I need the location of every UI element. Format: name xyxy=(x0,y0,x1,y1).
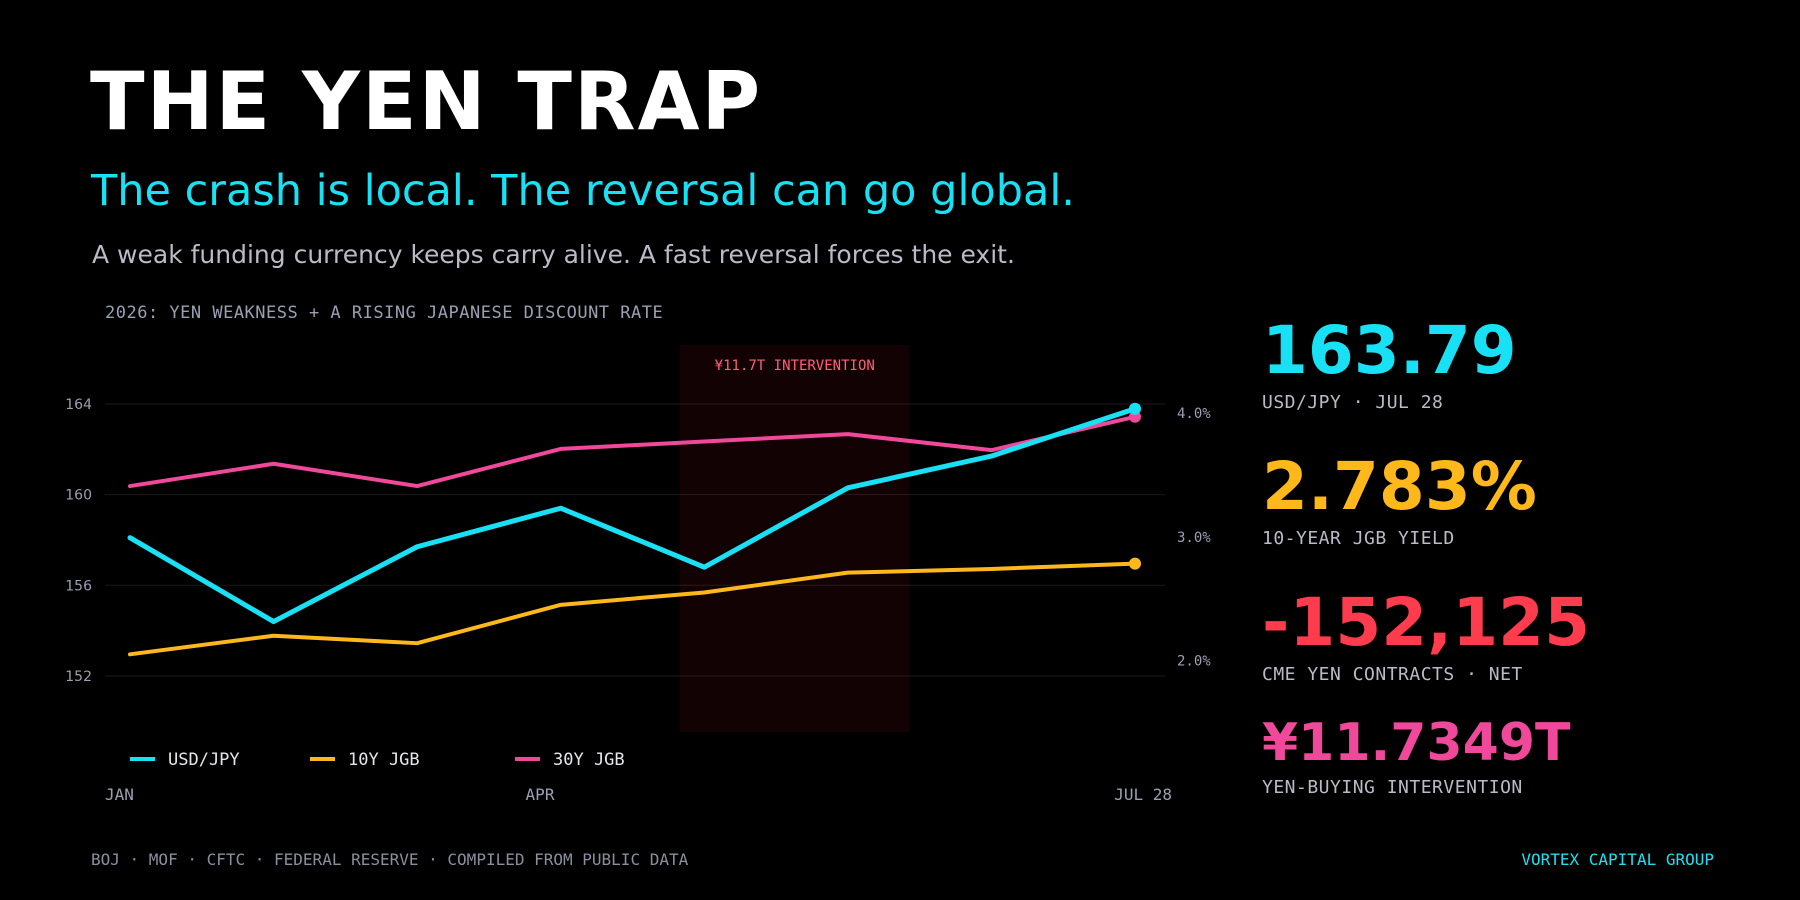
stat-jgb-yield-value: 2.783% xyxy=(1262,448,1537,525)
page-subtitle: The crash is local. The reversal can go … xyxy=(91,166,1075,216)
series-line-1 xyxy=(128,561,1137,657)
footer-brand[interactable]: VORTEX CAPITAL GROUP xyxy=(1521,850,1714,869)
line-chart: ¥11.7T INTERVENTION 152 156 160 164 2.0% 3.0% 4… xyxy=(65,345,1211,804)
y-tick-left-152: 152 xyxy=(65,669,92,685)
page-title: THE YEN TRAP xyxy=(90,55,763,148)
y-tick-right-0: 2.0% xyxy=(1177,654,1211,670)
x-tick-0: JAN xyxy=(105,785,134,804)
chart-heading: 2026: YEN WEAKNESS + A RISING JAPANESE D… xyxy=(105,303,664,323)
stat-cme-contracts-label: CME YEN CONTRACTS · NET xyxy=(1262,664,1523,685)
stat-usdjpy: 163.79 USD/JPY · JUL 28 xyxy=(1262,312,1517,414)
x-tick-1: APR xyxy=(526,785,555,804)
stat-jgb-yield-label: 10-YEAR JGB YIELD xyxy=(1262,528,1455,549)
y-tick-right-2: 4.0% xyxy=(1177,406,1211,422)
stat-jgb-yield: 2.783% 10-YEAR JGB YIELD xyxy=(1262,448,1537,550)
stat-usdjpy-label: USD/JPY · JUL 28 xyxy=(1262,392,1444,413)
stat-cme-contracts: -152,125 CME YEN CONTRACTS · NET xyxy=(1262,584,1591,686)
y-tick-right-1: 3.0% xyxy=(1177,530,1211,546)
series-endpoint-0 xyxy=(1129,402,1141,415)
y-tick-left-164: 164 xyxy=(65,397,92,413)
stat-usdjpy-value: 163.79 xyxy=(1262,312,1517,389)
legend-label-1: 10Y JGB xyxy=(348,750,420,770)
legend-label-2: 30Y JGB xyxy=(553,750,625,770)
series-line-0 xyxy=(127,406,1138,625)
page-tagline: A weak funding currency keeps carry aliv… xyxy=(92,240,1015,269)
series-line-2 xyxy=(128,414,1137,489)
x-tick-2: JUL 28 xyxy=(1114,785,1172,804)
series-endpoint-1 xyxy=(1129,557,1141,570)
legend-label-0: USD/JPY xyxy=(168,750,240,770)
stat-intervention-label: YEN-BUYING INTERVENTION xyxy=(1262,777,1523,798)
stat-intervention-value: ¥11.7349T xyxy=(1262,713,1571,773)
stat-cme-contracts-value: -152,125 xyxy=(1262,584,1591,661)
y-tick-left-160: 160 xyxy=(65,488,92,504)
footer-sources: BOJ · MOF · CFTC · FEDERAL RESERVE · COM… xyxy=(91,850,689,869)
intervention-label: ¥11.7T INTERVENTION xyxy=(715,358,875,374)
stat-intervention: ¥11.7349T YEN-BUYING INTERVENTION xyxy=(1262,717,1571,798)
y-tick-left-156: 156 xyxy=(65,578,92,594)
intervention-band xyxy=(679,345,910,732)
